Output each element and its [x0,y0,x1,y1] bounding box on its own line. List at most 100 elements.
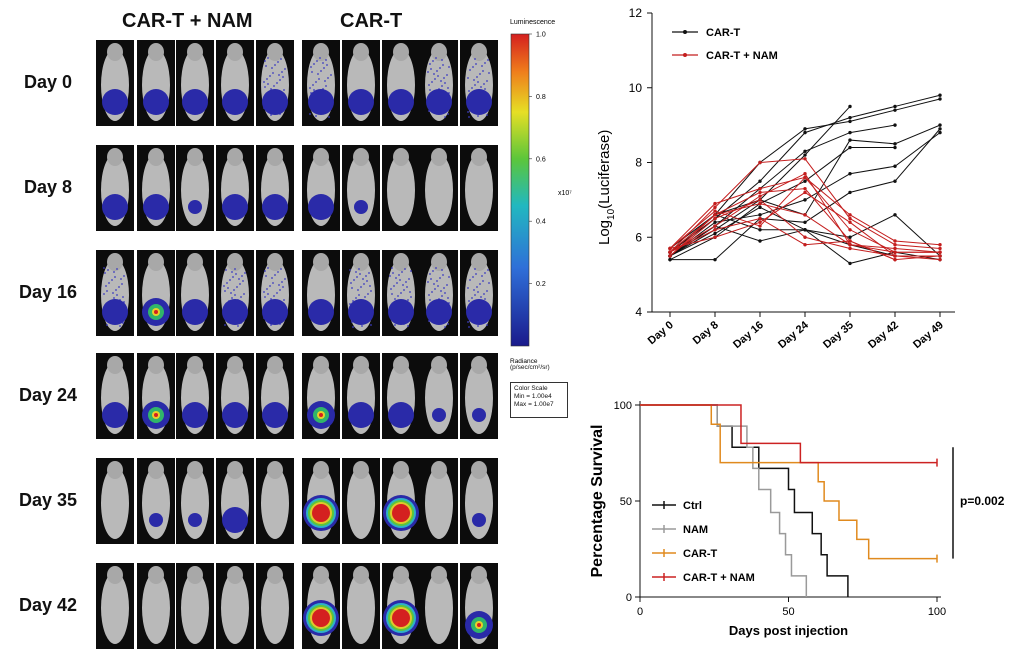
speckle [468,300,470,302]
series-point [848,104,852,109]
series-point [938,254,942,258]
mouse-silhouette [307,253,335,331]
series-point [713,209,717,213]
speckle [436,70,438,72]
mouse-silhouette [303,461,339,539]
speckle [328,116,330,118]
speckle [276,82,278,84]
mouse-head [471,566,487,584]
mouse-head [313,148,329,166]
mouse-head [393,566,409,584]
mouse-silhouette [261,43,289,121]
speckle [408,278,410,280]
speckle [362,278,364,280]
p-value-annotation: p=0.002 [960,494,1005,508]
speckle [429,299,431,301]
mouse-silhouette [221,43,249,121]
x-tick-label: Day 16 [731,319,766,351]
speckle [353,279,355,281]
speckle [264,270,266,272]
speckle [270,114,272,116]
y-axis-label-main: Log [596,220,613,245]
mouse-head [431,356,447,374]
speckle [122,296,124,298]
group-header-car-t: CAR-T [340,10,403,32]
speckle [481,275,483,277]
legend-label: CAR-T [706,27,740,39]
speckle [113,297,115,299]
speckle [355,297,357,299]
speckle [282,286,284,288]
series-point [848,138,852,142]
series-point [758,190,762,195]
speckle [284,278,286,280]
speckle [433,73,435,75]
series-point [803,175,807,180]
mouse-head [227,253,243,271]
speckle [477,115,479,117]
mouse-head [353,43,369,61]
mouse-body [142,467,170,539]
speckle [447,113,449,115]
mouse-head [353,148,369,166]
mouse-image [382,458,420,544]
speckle [394,298,396,300]
mouse-head [227,148,243,166]
series-point [893,246,897,251]
speckle [484,298,486,300]
speckle [309,87,311,89]
signal-blob [102,194,128,220]
x-tick-label: Day 35 [821,319,856,351]
speckle [363,283,365,285]
speckle [267,83,269,85]
x-tick-label: Day 0 [646,319,676,347]
mouse-image [176,458,214,544]
mouse-image [342,563,380,649]
series-point [848,261,852,266]
mouse-head [148,461,164,479]
series-point [938,246,942,251]
mouse-head [107,461,123,479]
mouse-head [471,461,487,479]
speckle [473,79,475,81]
mouse-image [176,563,214,649]
signal-blob [188,513,202,527]
series-point [803,179,807,183]
signal-blob [466,299,492,325]
series-point [713,205,717,210]
speckle [280,268,282,270]
speckle [370,324,372,326]
speckle [269,285,271,287]
series-point [938,257,942,262]
speckle [242,280,244,282]
speckle [474,294,476,296]
survival-curve-ctrl [640,404,849,597]
mouse-image [420,353,458,439]
series-point [713,257,717,262]
mouse-body [181,467,209,539]
signal-blob [388,89,414,115]
speckle [349,269,351,271]
mouse-silhouette [465,148,493,226]
mouse-body [387,154,415,226]
mouse-silhouette [261,148,289,226]
mouse-head [187,43,203,61]
mouse-silhouette [101,148,129,226]
mouse-silhouette [101,253,129,331]
speckle [315,81,317,83]
mouse-body [221,572,249,644]
speckle [484,272,486,274]
mouse-head [393,148,409,166]
series-point [893,108,897,112]
series-point [713,216,717,221]
signal-blob [477,623,481,627]
speckle [278,284,280,286]
speckle [444,82,446,84]
speckle [224,324,226,326]
signal-blob [392,609,410,627]
mouse-silhouette [181,356,209,434]
mouse-head [267,356,283,374]
color-scale-box: Color Scale Min = 1.00e4 Max = 1.00e7 [510,382,568,418]
mouse-silhouette [307,356,335,434]
speckle [265,65,267,67]
